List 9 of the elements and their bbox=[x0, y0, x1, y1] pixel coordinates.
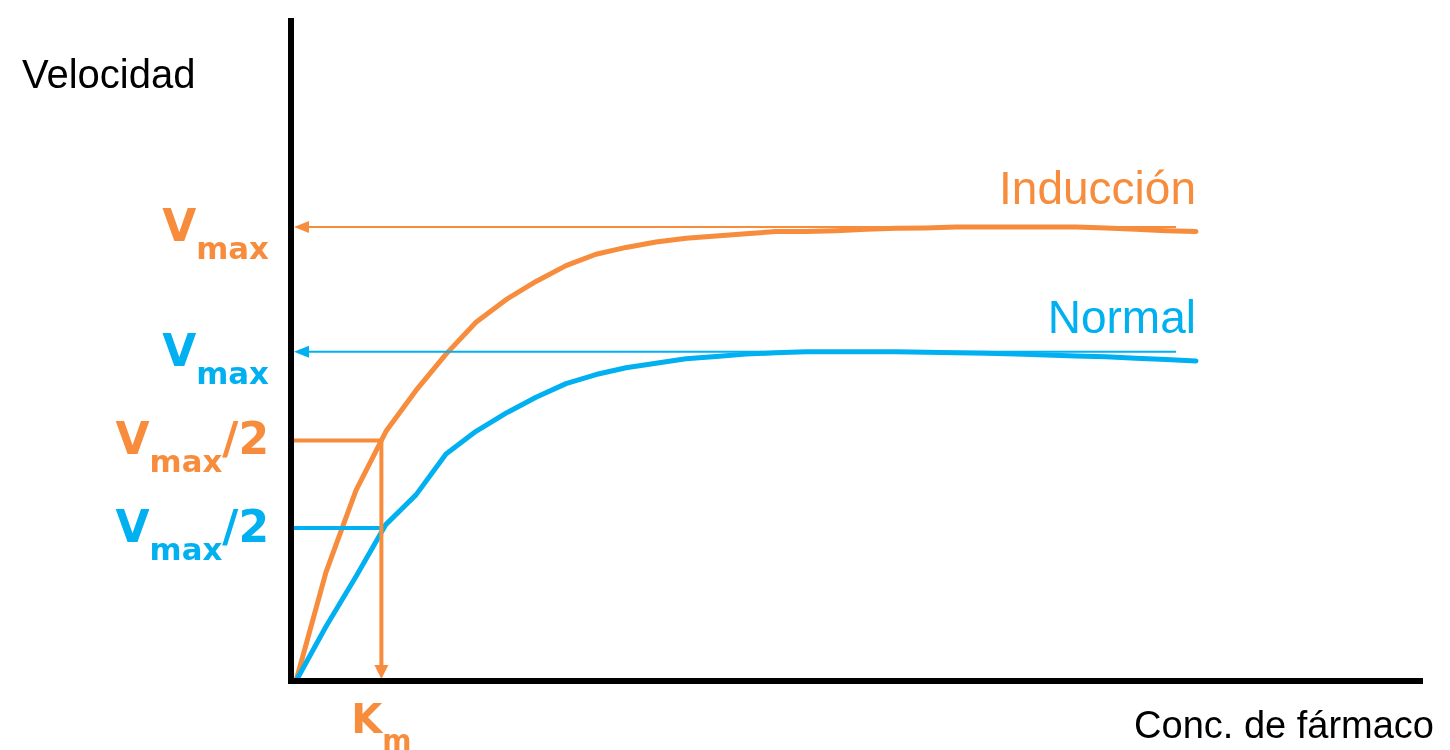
series-label: Normal bbox=[1047, 290, 1196, 343]
ref-line-label: V$_{max}$/2 bbox=[115, 413, 269, 480]
x-axis-title: Conc. de fármaco bbox=[1134, 704, 1434, 746]
ref-line-label: V$_{max}$ bbox=[162, 200, 270, 266]
series-label: Inducción bbox=[999, 161, 1196, 214]
y-axis-title: Velocidad bbox=[22, 52, 196, 96]
ref-line-label: V$_{max}$ bbox=[162, 324, 270, 391]
text: K$_{m}$ bbox=[351, 696, 412, 750]
ref-line-label: V$_{max}$/2 bbox=[115, 501, 269, 567]
